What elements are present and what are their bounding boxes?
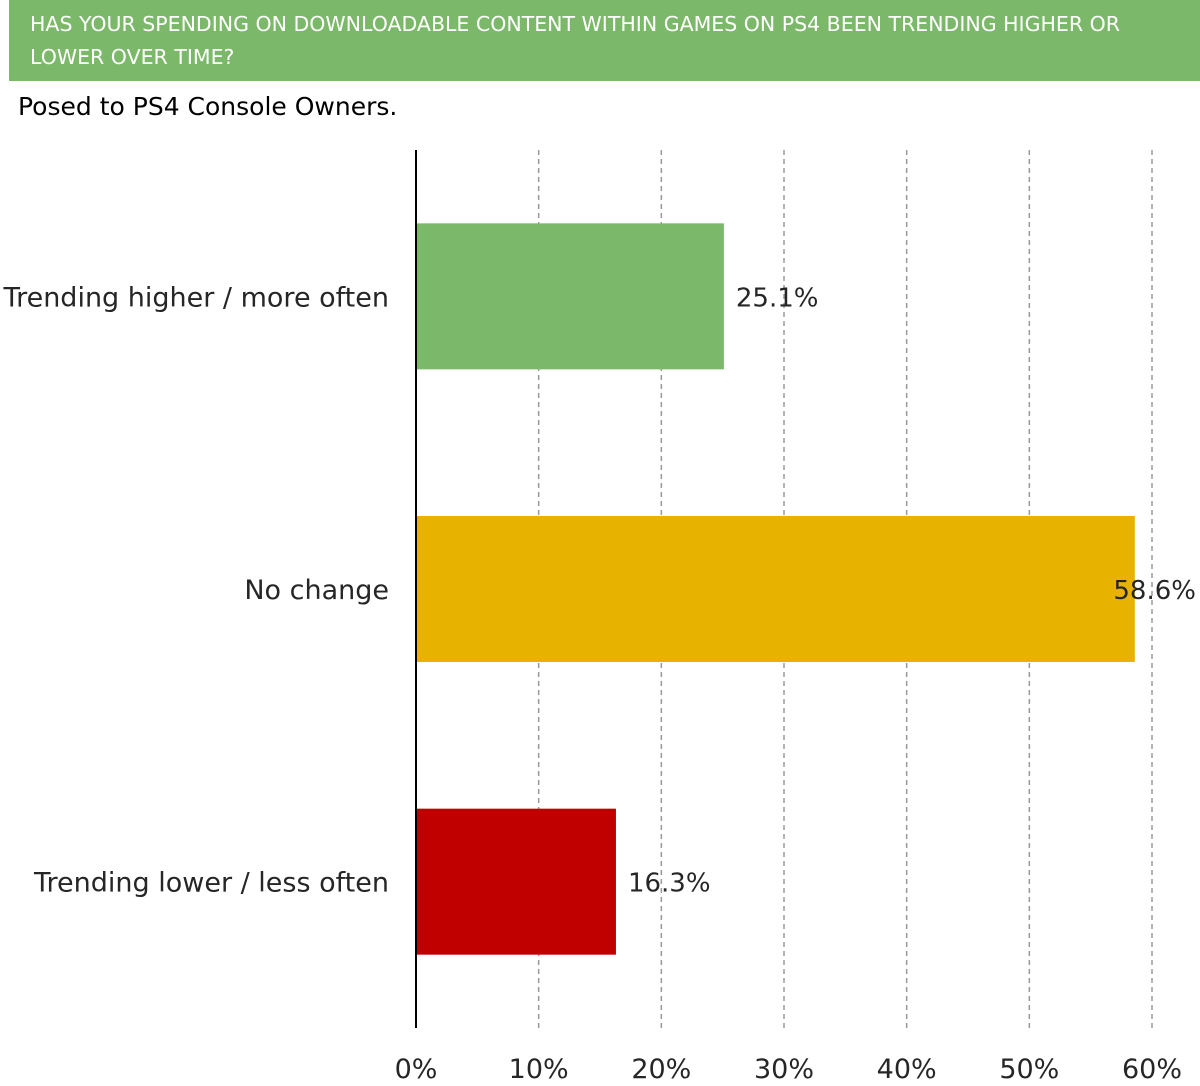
x-tick-label: 60% <box>1122 1054 1182 1085</box>
x-tick-label: 20% <box>631 1054 691 1085</box>
bar <box>416 808 616 955</box>
value-labels: 25.1% 58.6% 16.3% <box>628 283 1196 898</box>
value-label: 58.6% <box>1113 576 1196 606</box>
x-tick-label: 50% <box>999 1054 1059 1085</box>
chart-title: HAS YOUR SPENDING ON DOWNLOADABLE CONTEN… <box>30 12 1120 69</box>
x-tick-label: 40% <box>877 1054 937 1085</box>
category-label: Trending higher / more often <box>3 282 389 313</box>
value-label: 25.1% <box>736 283 819 313</box>
x-tick-label: 0% <box>395 1054 438 1085</box>
bars <box>416 223 1135 955</box>
chart-subtitle: Posed to PS4 Console Owners. <box>18 92 398 121</box>
bar <box>416 223 724 370</box>
x-tick-labels: 0% 10% 20% 30% 40% 50% 60% <box>395 1054 1182 1085</box>
category-labels: Trending higher / more often No change Tre… <box>3 282 389 898</box>
x-tick-label: 30% <box>754 1054 814 1085</box>
category-label: No change <box>244 575 389 606</box>
category-label: Trending lower / less often <box>33 868 389 899</box>
chart-title-banner: HAS YOUR SPENDING ON DOWNLOADABLE CONTEN… <box>9 0 1200 81</box>
x-tick-label: 10% <box>509 1054 569 1085</box>
bar <box>416 516 1135 662</box>
value-label: 16.3% <box>628 869 711 899</box>
